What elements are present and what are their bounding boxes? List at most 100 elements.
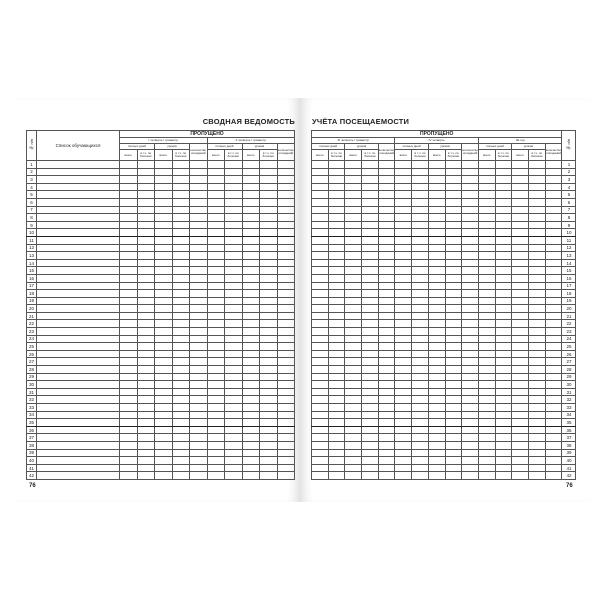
attendance-cell[interactable] xyxy=(241,365,260,374)
student-name-cell[interactable] xyxy=(36,160,120,169)
attendance-cell[interactable] xyxy=(427,273,446,283)
attendance-cell[interactable] xyxy=(527,387,546,397)
attendance-cell[interactable] xyxy=(394,365,413,374)
attendance-cell[interactable] xyxy=(344,372,363,382)
attendance-cell[interactable] xyxy=(377,357,396,367)
attendance-cell[interactable] xyxy=(544,289,563,298)
attendance-cell[interactable] xyxy=(259,334,278,344)
attendance-cell[interactable] xyxy=(411,342,429,351)
attendance-cell[interactable] xyxy=(241,334,260,344)
attendance-cell[interactable] xyxy=(361,251,379,260)
attendance-cell[interactable] xyxy=(511,266,529,275)
attendance-cell[interactable] xyxy=(206,190,225,199)
attendance-cell[interactable] xyxy=(259,403,278,412)
attendance-cell[interactable] xyxy=(511,182,529,192)
attendance-cell[interactable] xyxy=(154,463,173,473)
attendance-cell[interactable] xyxy=(171,395,190,404)
attendance-cell[interactable] xyxy=(411,380,429,389)
attendance-cell[interactable] xyxy=(544,258,563,268)
attendance-cell[interactable] xyxy=(427,425,446,435)
attendance-cell[interactable] xyxy=(361,167,379,177)
attendance-cell[interactable] xyxy=(344,251,363,260)
attendance-cell[interactable] xyxy=(377,281,396,291)
attendance-cell[interactable] xyxy=(189,182,208,192)
attendance-cell[interactable] xyxy=(224,175,243,184)
attendance-cell[interactable] xyxy=(544,175,563,184)
attendance-cell[interactable] xyxy=(444,425,463,435)
attendance-cell[interactable] xyxy=(327,190,346,199)
attendance-cell[interactable] xyxy=(224,258,243,268)
attendance-cell[interactable] xyxy=(411,365,429,374)
attendance-cell[interactable] xyxy=(477,266,496,275)
attendance-cell[interactable] xyxy=(327,395,346,404)
attendance-cell[interactable] xyxy=(311,266,329,275)
attendance-cell[interactable] xyxy=(224,273,243,283)
attendance-cell[interactable] xyxy=(241,342,260,351)
attendance-cell[interactable] xyxy=(276,448,296,458)
attendance-cell[interactable] xyxy=(511,258,529,268)
attendance-cell[interactable] xyxy=(411,258,429,268)
attendance-cell[interactable] xyxy=(311,311,329,321)
attendance-cell[interactable] xyxy=(327,175,346,184)
attendance-cell[interactable] xyxy=(241,205,260,215)
attendance-cell[interactable] xyxy=(544,418,563,427)
attendance-cell[interactable] xyxy=(444,228,463,237)
attendance-cell[interactable] xyxy=(259,304,278,313)
attendance-cell[interactable] xyxy=(494,425,513,435)
attendance-cell[interactable] xyxy=(311,197,329,207)
attendance-cell[interactable] xyxy=(241,167,260,177)
attendance-cell[interactable] xyxy=(494,175,513,184)
attendance-cell[interactable] xyxy=(206,463,225,473)
attendance-cell[interactable] xyxy=(461,235,479,245)
attendance-cell[interactable] xyxy=(394,258,413,268)
attendance-cell[interactable] xyxy=(527,160,546,169)
attendance-cell[interactable] xyxy=(394,243,413,253)
attendance-cell[interactable] xyxy=(344,220,363,230)
attendance-cell[interactable] xyxy=(461,190,479,199)
attendance-cell[interactable] xyxy=(511,243,529,253)
attendance-cell[interactable] xyxy=(361,463,379,473)
attendance-cell[interactable] xyxy=(427,190,446,199)
attendance-cell[interactable] xyxy=(361,243,379,253)
attendance-cell[interactable] xyxy=(494,190,513,199)
attendance-cell[interactable] xyxy=(259,213,278,222)
attendance-cell[interactable] xyxy=(171,235,190,245)
attendance-cell[interactable] xyxy=(444,372,463,382)
attendance-cell[interactable] xyxy=(344,160,363,169)
attendance-cell[interactable] xyxy=(527,258,546,268)
attendance-cell[interactable] xyxy=(461,197,479,207)
attendance-cell[interactable] xyxy=(477,448,496,458)
attendance-cell[interactable] xyxy=(259,182,278,192)
attendance-cell[interactable] xyxy=(259,456,278,465)
attendance-cell[interactable] xyxy=(444,357,463,367)
attendance-cell[interactable] xyxy=(327,456,346,465)
attendance-cell[interactable] xyxy=(361,471,379,480)
attendance-cell[interactable] xyxy=(361,235,379,245)
attendance-cell[interactable] xyxy=(527,296,546,306)
attendance-cell[interactable] xyxy=(206,440,225,450)
attendance-cell[interactable] xyxy=(461,175,479,184)
attendance-cell[interactable] xyxy=(427,380,446,389)
attendance-cell[interactable] xyxy=(344,213,363,222)
attendance-cell[interactable] xyxy=(511,235,529,245)
attendance-cell[interactable] xyxy=(511,372,529,382)
attendance-cell[interactable] xyxy=(119,311,138,321)
attendance-cell[interactable] xyxy=(136,319,155,329)
attendance-cell[interactable] xyxy=(189,418,208,427)
attendance-cell[interactable] xyxy=(259,289,278,298)
attendance-cell[interactable] xyxy=(119,456,138,465)
attendance-cell[interactable] xyxy=(361,425,379,435)
attendance-cell[interactable] xyxy=(206,289,225,298)
attendance-cell[interactable] xyxy=(327,273,346,283)
attendance-cell[interactable] xyxy=(394,433,413,442)
attendance-cell[interactable] xyxy=(119,235,138,245)
attendance-cell[interactable] xyxy=(311,213,329,222)
attendance-cell[interactable] xyxy=(527,471,546,480)
attendance-cell[interactable] xyxy=(136,190,155,199)
attendance-cell[interactable] xyxy=(327,463,346,473)
attendance-cell[interactable] xyxy=(189,228,208,237)
attendance-cell[interactable] xyxy=(427,357,446,367)
attendance-cell[interactable] xyxy=(477,357,496,367)
attendance-cell[interactable] xyxy=(276,243,296,253)
attendance-cell[interactable] xyxy=(206,342,225,351)
